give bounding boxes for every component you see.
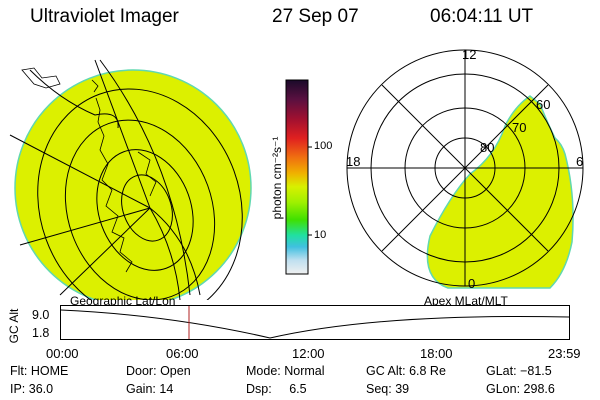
status-dsp: Dsp: 6.5 — [246, 382, 307, 396]
left-panel-label: Geographic Lat/Lon — [70, 294, 176, 308]
colorbar — [285, 79, 312, 275]
glon-label: GLon: — [486, 382, 521, 396]
geographic-image — [9, 59, 252, 300]
status-seq: Seq: 39 — [366, 382, 409, 396]
flt-label: Flt: — [10, 364, 28, 378]
gain-label: Gain: — [126, 382, 156, 396]
glat-label: GLat: — [486, 364, 517, 378]
date-label: 27 Sep 07 — [272, 6, 359, 27]
glat-value: −81.5 — [520, 364, 552, 378]
mlt-label-18: 18 — [346, 154, 360, 169]
altitude-plot — [60, 305, 570, 340]
ip-value: 36.0 — [28, 382, 54, 396]
gcalt-value: 6.8 Re — [409, 364, 446, 378]
status-flt: Flt: HOME — [10, 364, 68, 378]
status-glat: GLat: −81.5 — [486, 364, 552, 378]
dsp-value: 6.5 — [289, 382, 307, 396]
instrument-title: Ultraviolet Imager — [30, 6, 179, 27]
mlat-label-60: 60 — [536, 97, 550, 112]
colorbar-tick-100: 100 — [314, 140, 333, 152]
alt-ylabel: GC Alt — [7, 308, 21, 344]
alt-xtick-4: 23:59 — [548, 346, 581, 361]
colorbar-unit-label: photon cm⁻²s⁻¹ — [270, 136, 284, 220]
alt-xtick-1: 06:00 — [166, 346, 199, 361]
mode-value: Normal — [284, 364, 325, 378]
alt-xtick-0: 00:00 — [46, 346, 79, 361]
geo-grid — [9, 59, 243, 300]
flt-value: HOME — [30, 364, 69, 378]
mlat-label-80: 80 — [480, 140, 494, 155]
gcalt-label: GC Alt: — [366, 364, 406, 378]
polar-grid — [346, 49, 584, 287]
colorbar-tick-10: 10 — [314, 229, 327, 241]
uv-disk — [14, 69, 252, 300]
mlt-label-12: 12 — [462, 47, 476, 62]
status-gain: Gain: 14 — [126, 382, 173, 396]
status-ip: IP: 36.0 — [10, 382, 53, 396]
seq-value: 39 — [395, 382, 410, 396]
time-label: 06:04:11 UT — [430, 6, 534, 27]
altitude-curve — [60, 309, 570, 339]
door-value: Open — [160, 364, 191, 378]
alt-xtick-3: 18:00 — [420, 346, 453, 361]
mlat-label-70: 70 — [512, 120, 526, 135]
dsp-label: Dsp: — [246, 382, 272, 396]
gain-value: 14 — [159, 382, 174, 396]
mlt-label-0: 0 — [468, 276, 475, 291]
mode-label: Mode: — [246, 364, 281, 378]
uv-aurora-region — [426, 95, 574, 289]
mlt-label-6: 6 — [576, 154, 583, 169]
seq-label: Seq: — [366, 382, 392, 396]
status-mode: Mode: Normal — [246, 364, 325, 378]
alt-ytick-low: 1.8 — [32, 326, 50, 340]
glon-value: 298.6 — [523, 382, 555, 396]
polar-image: 12 18 6 0 60 70 80 — [346, 47, 584, 291]
door-label: Door: — [126, 364, 157, 378]
coastline — [21, 67, 157, 273]
alt-xtick-2: 12:00 — [292, 346, 325, 361]
right-panel-label: Apex MLat/MLT — [424, 294, 508, 308]
status-glon: GLon: 298.6 — [486, 382, 555, 396]
status-gcalt: GC Alt: 6.8 Re — [366, 364, 446, 378]
ip-label: IP: — [10, 382, 26, 396]
status-door: Door: Open — [126, 364, 191, 378]
alt-ytick-high: 9.0 — [32, 308, 50, 322]
